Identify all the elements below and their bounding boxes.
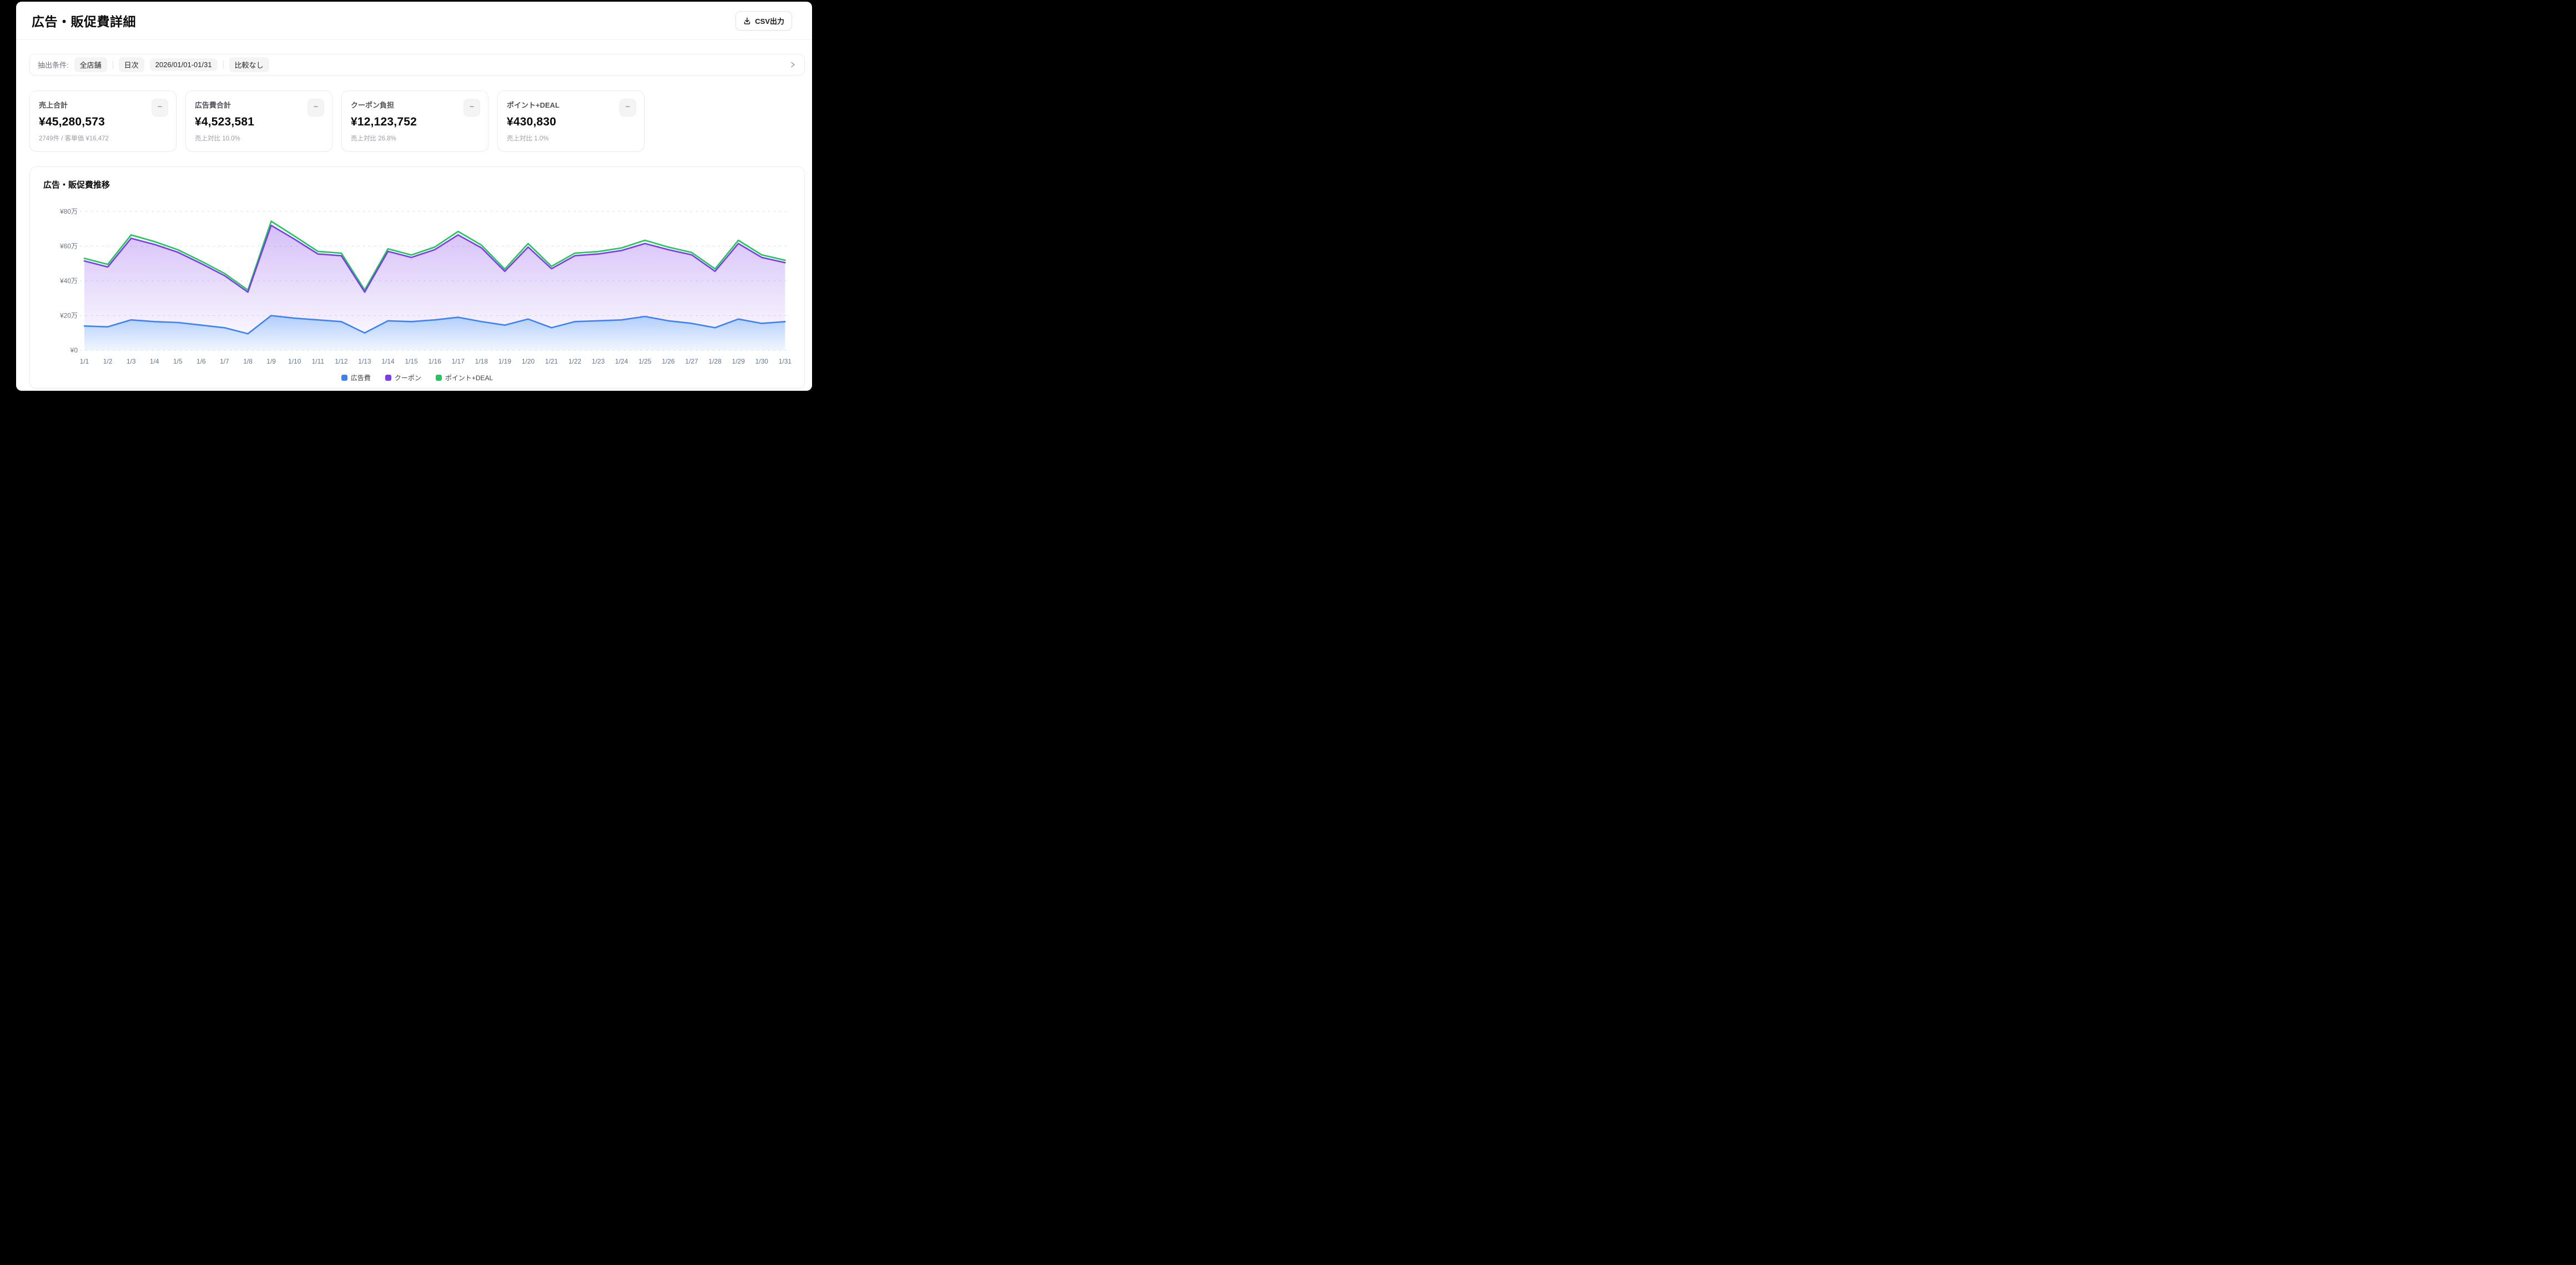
kpi-card-value: ¥4,523,581: [195, 115, 255, 128]
filter-bar[interactable]: 抽出条件: 全店舗 日次 2026/01/01-01/31 比較なし: [29, 54, 805, 75]
x-axis-label: 1/15: [405, 357, 418, 365]
kpi-card-value: ¥45,280,573: [39, 115, 105, 128]
x-axis-label: 1/30: [755, 357, 769, 365]
x-axis-label: 1/20: [522, 357, 535, 365]
legend-swatch: [435, 375, 442, 381]
x-axis-label: 1/14: [381, 357, 395, 365]
x-axis-label: 1/19: [498, 357, 512, 365]
x-axis-label: 1/6: [196, 357, 206, 365]
kpi-card-label: ポイント+DEAL: [507, 101, 559, 109]
x-axis-label: 1/29: [732, 357, 745, 365]
chart-legend: 広告費 クーポン ポイント+DEAL: [30, 373, 804, 382]
x-axis-label: 1/10: [288, 357, 301, 365]
dashboard-window: 広告・販促費詳細 CSV出力 抽出条件: 全店舗 日次 2026/01/01-01/…: [16, 2, 812, 391]
minus-icon: −: [313, 102, 319, 112]
kpi-card-label: 売上合計: [39, 101, 68, 109]
x-axis-label: 1/3: [127, 357, 136, 365]
x-axis-label: 1/5: [173, 357, 183, 365]
kpi-card-label: 広告費合計: [195, 101, 231, 109]
x-axis-label: 1/4: [150, 357, 159, 365]
collapse-card-button[interactable]: −: [463, 99, 480, 117]
line-ad-spend: [83, 315, 786, 335]
kpi-card-row: 売上合計 ¥45,280,573 2749件 / 客単価 ¥16,472− 広告費合計…: [29, 90, 812, 152]
kpi-card: 広告費合計 ¥4,523,581 売上対比 10.0% −: [185, 90, 332, 152]
x-axis-label: 1/25: [638, 357, 652, 365]
download-icon: [743, 17, 751, 24]
x-axis-label: 1/7: [220, 357, 229, 365]
x-axis-label: 1/2: [103, 357, 113, 365]
kpi-card: クーポン負担 ¥12,123,752 売上対比 26.8% −: [341, 90, 488, 152]
filter-separator: [223, 61, 224, 69]
x-axis-label: 1/11: [312, 357, 325, 365]
collapse-card-button[interactable]: −: [619, 99, 636, 117]
area-coupon: [84, 225, 785, 334]
collapse-card-button[interactable]: −: [307, 99, 324, 117]
kpi-card-subtext: 売上対比 1.0%: [507, 135, 549, 142]
kpi-card-value: ¥12,123,752: [351, 115, 417, 128]
x-axis-label: 1/23: [592, 357, 605, 365]
minus-icon: −: [469, 102, 475, 112]
x-axis-label: 1/12: [335, 357, 348, 365]
legend-swatch: [341, 375, 347, 381]
y-axis-tick: ¥40万: [59, 277, 78, 285]
y-axis-tick: ¥20万: [59, 312, 78, 320]
filter-conditions-label: 抽出条件:: [38, 61, 69, 69]
legend-item[interactable]: ポイント+DEAL: [435, 373, 493, 382]
page-header: 広告・販促費詳細 CSV出力: [16, 2, 812, 40]
x-axis-label: 1/21: [545, 357, 558, 365]
x-axis-label: 1/8: [243, 357, 253, 365]
x-axis-label: 1/13: [358, 357, 371, 365]
kpi-card: 売上合計 ¥45,280,573 2749件 / 客単価 ¥16,472 −: [29, 90, 177, 152]
kpi-card-subtext: 売上対比 26.8%: [351, 135, 396, 142]
y-axis-tick: ¥80万: [59, 208, 78, 215]
chart-card: 広告・販促費推移 ¥0 ¥20万 ¥40万 ¥60万 ¥80万 1/1 1/2 1/3 1/4 1…: [29, 167, 805, 389]
x-axis-label: 1/9: [266, 357, 276, 365]
x-axis-label: 1/16: [429, 357, 442, 365]
kpi-card-subtext: 売上対比 10.0%: [195, 135, 240, 142]
y-axis-tick: ¥0: [70, 346, 78, 354]
kpi-card-subtext: 2749件 / 客単価 ¥16,472: [39, 135, 109, 142]
line-coupon: [83, 224, 786, 293]
kpi-card-label: クーポン負担: [351, 101, 395, 109]
legend-swatch: [385, 375, 391, 381]
x-axis-label: 1/24: [615, 357, 628, 365]
minus-icon: −: [625, 102, 631, 112]
filter-chip[interactable]: 2026/01/01-01/31: [149, 58, 218, 71]
page-title: 広告・販促費詳細: [32, 14, 136, 29]
chevron-right-icon[interactable]: [789, 61, 797, 69]
legend-label: クーポン: [394, 374, 421, 382]
x-axis-label: 1/1: [80, 357, 89, 365]
x-axis-label: 1/31: [779, 357, 792, 365]
x-axis-label: 1/18: [475, 357, 488, 365]
filter-chip[interactable]: 比較なし: [229, 57, 269, 72]
filter-chip-list: 全店舗 日次 2026/01/01-01/31 比較なし: [74, 57, 269, 72]
x-axis-label: 1/17: [452, 357, 465, 365]
area-ad-spend: [84, 315, 785, 350]
y-axis-tick: ¥60万: [59, 243, 78, 250]
legend-label: ポイント+DEAL: [445, 374, 493, 382]
x-axis-label: 1/28: [708, 357, 722, 365]
kpi-card-value: ¥430,830: [507, 115, 557, 128]
page-content: 抽出条件: 全店舗 日次 2026/01/01-01/31 比較なし 売上合計 ¥45,…: [16, 40, 812, 389]
legend-label: 広告費: [350, 374, 371, 382]
csv-export-button[interactable]: CSV出力: [735, 11, 792, 31]
legend-item[interactable]: クーポン: [385, 373, 421, 382]
chart-title: 広告・販促費推移: [43, 180, 110, 190]
expense-trend-chart: ¥0 ¥20万 ¥40万 ¥60万 ¥80万 1/1 1/2 1/3 1/4 1/5 1/6 1/7 1…: [59, 208, 792, 365]
x-axis-label: 1/22: [568, 357, 582, 365]
kpi-card: ポイント+DEAL ¥430,830 売上対比 1.0% −: [497, 90, 644, 152]
filter-chip[interactable]: 日次: [118, 57, 144, 72]
filter-chip[interactable]: 全店舗: [74, 57, 107, 72]
line-point-deal: [83, 220, 786, 291]
csv-export-label: CSV出力: [755, 17, 784, 26]
legend-item[interactable]: 広告費: [341, 373, 371, 382]
minus-icon: −: [157, 102, 163, 112]
collapse-card-button[interactable]: −: [152, 99, 168, 117]
x-axis-label: 1/26: [662, 357, 675, 365]
x-axis-label: 1/27: [685, 357, 698, 365]
